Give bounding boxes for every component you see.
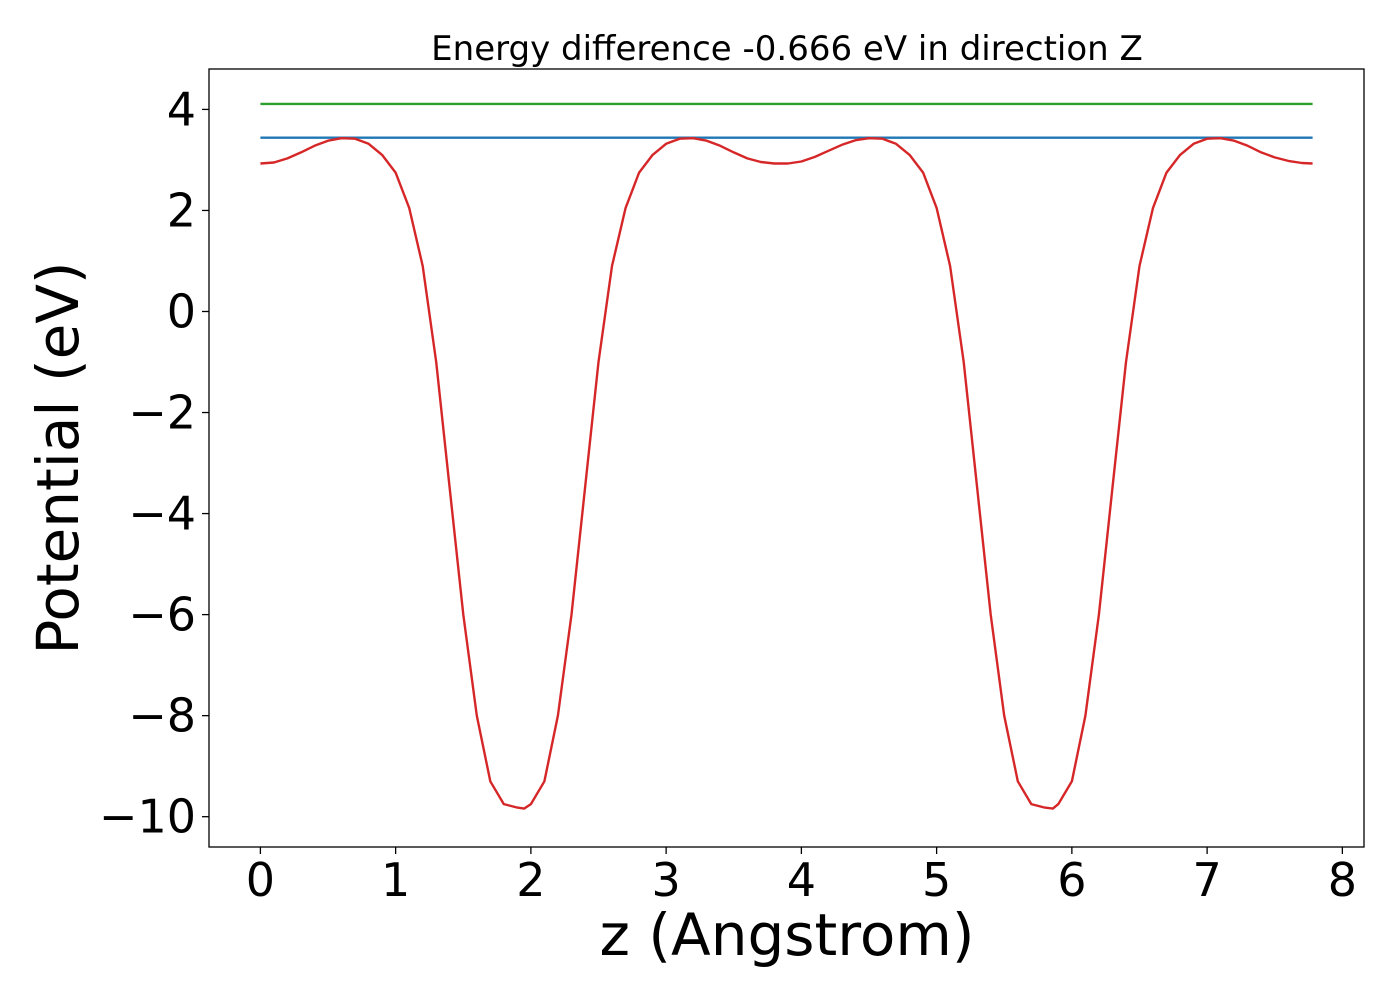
x-tick-label: 5 (922, 853, 951, 907)
y-tick-label: −2 (128, 386, 196, 440)
series-line-3 (260, 136, 1313, 810)
y-tick-label: 4 (167, 82, 196, 136)
x-tick-label: 3 (651, 853, 680, 907)
y-tick-label: −6 (128, 588, 196, 642)
plot-frame (208, 68, 1365, 848)
x-axis: 0 1 2 3 4 5 6 7 8 (246, 847, 1357, 907)
x-tick-label: 2 (516, 853, 545, 907)
x-tick-label: 8 (1328, 853, 1357, 907)
y-tick-label: −8 (128, 689, 196, 743)
chart-title: Energy difference -0.666 eV in direction… (431, 29, 1143, 69)
y-axis-label: Potential (eV) (24, 261, 92, 654)
y-tick-label: −4 (128, 487, 196, 541)
y-tick-label: 2 (167, 183, 196, 237)
y-tick-label: 0 (167, 284, 196, 338)
x-tick-label: 6 (1057, 853, 1086, 907)
series-layer (260, 102, 1313, 810)
x-tick-label: 7 (1192, 853, 1221, 907)
y-axis: 4 2 0 −2 −4 −6 −8 −10 (99, 82, 209, 844)
x-tick-label: 4 (787, 853, 816, 907)
y-tick-label: −10 (99, 790, 196, 844)
x-tick-label: 0 (246, 853, 275, 907)
x-tick-label: 1 (381, 853, 410, 907)
x-axis-label: z (Angstrom) (600, 901, 975, 969)
